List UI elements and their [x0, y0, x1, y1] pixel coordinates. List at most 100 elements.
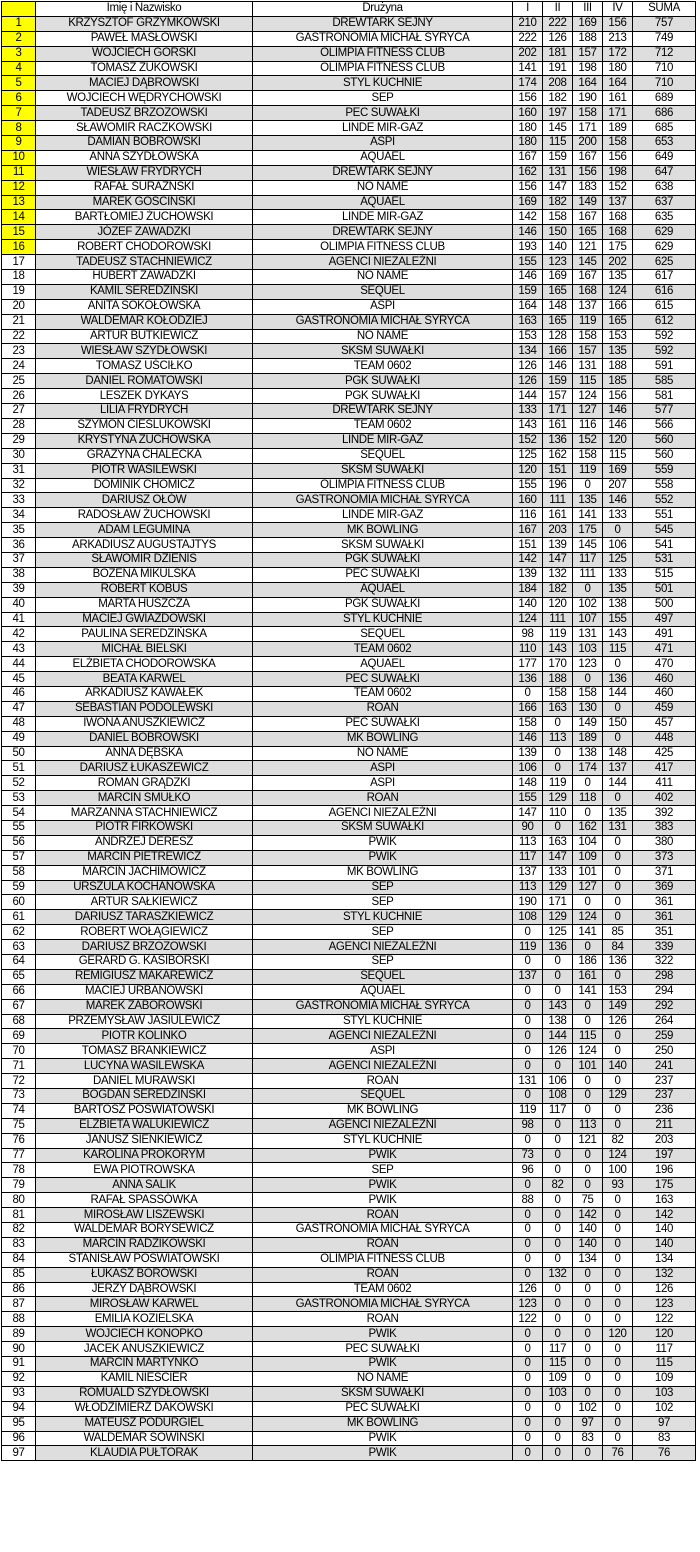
rank-cell: 82 [1, 1222, 36, 1238]
table-row: 79 ANNA SALIK PWIK 0 82 0 93 175 [1, 1177, 696, 1194]
sum-cell: 491 [632, 626, 696, 643]
round-3-cell: 0 [572, 1370, 603, 1387]
team-cell: SKSM SUWAŁKI [252, 819, 513, 836]
table-row: 84 STANISŁAW POŚWIATOWSKI OLIMPIA FITNESS … [1, 1251, 696, 1268]
sum-cell: 402 [632, 790, 696, 807]
round-3-cell: 101 [572, 864, 603, 881]
round-4-cell: 129 [602, 1088, 633, 1104]
round-2-cell: 103 [542, 1385, 573, 1402]
round-4-cell: 168 [602, 224, 633, 241]
name-cell: PAWEŁ MASŁOWSKI [35, 30, 253, 47]
round-4-cell: 120 [602, 432, 633, 449]
team-cell: LINDE MIR-GAZ [252, 432, 513, 449]
round-3-cell: 109 [572, 849, 603, 866]
round-4-cell: 135 [602, 581, 633, 598]
round-3-cell: 198 [572, 60, 603, 77]
round-3-cell: 127 [572, 403, 603, 419]
rank-cell: 83 [1, 1236, 36, 1253]
name-cell: MAREK ZABOROWSKI [35, 998, 253, 1015]
rank-cell: 34 [1, 507, 36, 524]
name-cell: WIESŁAW FRYDRYCH [35, 164, 253, 181]
rank-cell: 50 [1, 745, 36, 762]
sum-cell: 361 [632, 909, 696, 926]
round-4-cell: 175 [602, 239, 633, 256]
table-row: 64 GERARD G. KASIBORSKI SEP 0 0 186 136 322 [1, 954, 696, 970]
round-1-cell: 131 [512, 1073, 543, 1090]
name-cell: WŁODZIMIERZ DAKOWSKI [35, 1400, 253, 1417]
round-2-cell: 126 [542, 1043, 573, 1060]
team-cell: MK BOWLING [252, 730, 513, 747]
sum-cell: 123 [632, 1296, 696, 1313]
round-3-cell: 119 [572, 462, 603, 479]
table-row: 26 LESZEK DYKAYS PGK SUWAŁKI 144 157 124 156 58… [1, 388, 696, 405]
round-2-cell: 126 [542, 30, 573, 47]
sum-cell: 373 [632, 849, 696, 866]
table-row: 12 RAFAŁ SURAŻŃSKI NO NAME 156 147 183 152 638 [1, 179, 696, 196]
round-1-cell: 0 [512, 1266, 543, 1283]
rank-cell: 84 [1, 1251, 36, 1268]
rank-cell: 96 [1, 1430, 36, 1447]
round-4-cell: 0 [602, 1356, 633, 1372]
round-1-cell: 137 [512, 968, 543, 985]
round-3-cell: 0 [572, 1356, 603, 1372]
round-1-cell: 177 [512, 656, 543, 673]
round-2-cell: 0 [542, 983, 573, 1000]
round-1-cell: 0 [512, 1251, 543, 1268]
sum-cell: 566 [632, 417, 696, 434]
round-1-cell: 125 [512, 447, 543, 464]
header-round-3: III [572, 1, 603, 17]
team-cell: AGENCI NIEZALEŻNI [252, 1058, 513, 1075]
round-2-cell: 197 [542, 105, 573, 122]
round-2-cell: 181 [542, 45, 573, 62]
round-3-cell: 175 [572, 522, 603, 539]
round-1-cell: 0 [512, 1222, 543, 1238]
rank-cell: 19 [1, 283, 36, 300]
sum-cell: 500 [632, 596, 696, 613]
name-cell: WOJCIECH KONOPKO [35, 1326, 253, 1343]
round-4-cell: 0 [602, 790, 633, 807]
rank-cell: 91 [1, 1356, 36, 1372]
name-cell: RADOSŁAW ŻUCHOWSKI [35, 507, 253, 524]
round-2-cell: 0 [542, 1058, 573, 1075]
round-3-cell: 138 [572, 745, 603, 762]
round-2-cell: 165 [542, 313, 573, 330]
round-2-cell: 117 [542, 1102, 573, 1119]
round-1-cell: 0 [512, 1385, 543, 1402]
name-cell: ARTUR BUTKIEWICZ [35, 328, 253, 345]
name-cell: ARKADIUSZ KAWAŁEK [35, 685, 253, 702]
rank-cell: 39 [1, 581, 36, 598]
round-2-cell: 0 [542, 1117, 573, 1134]
round-2-cell: 132 [542, 566, 573, 583]
round-4-cell: 0 [602, 968, 633, 985]
round-4-cell: 0 [602, 1073, 633, 1090]
name-cell: ŁUKASZ BOROWSKI [35, 1266, 253, 1283]
round-4-cell: 120 [602, 1326, 633, 1343]
team-cell: AQUAEL [252, 194, 513, 211]
round-2-cell: 0 [542, 1400, 573, 1417]
sum-cell: 417 [632, 760, 696, 777]
round-1-cell: 113 [512, 879, 543, 896]
round-1-cell: 140 [512, 596, 543, 613]
team-cell: MK BOWLING [252, 522, 513, 539]
round-3-cell: 0 [572, 1266, 603, 1283]
sum-cell: 76 [632, 1445, 696, 1462]
round-3-cell: 101 [572, 1058, 603, 1075]
round-1-cell: 202 [512, 45, 543, 62]
round-1-cell: 167 [512, 522, 543, 539]
round-3-cell: 157 [572, 45, 603, 62]
table-row: 17 TADEUSZ STACHNIEWICZ AGENCI NIEZALEŻNI 1… [1, 254, 696, 271]
team-cell: MK BOWLING [252, 1102, 513, 1119]
round-2-cell: 119 [542, 626, 573, 643]
round-3-cell: 0 [572, 1281, 603, 1298]
round-3-cell: 174 [572, 760, 603, 777]
round-2-cell: 161 [542, 507, 573, 524]
table-row: 85 ŁUKASZ BOROWSKI ROAN 0 132 0 0 132 [1, 1266, 696, 1283]
table-row: 54 MARZANNA STACHNIEWICZ AGENCI NIEZALEŻNI… [1, 805, 696, 821]
round-1-cell: 126 [512, 1281, 543, 1298]
round-4-cell: 84 [602, 939, 633, 955]
table-row: 24 TOMASZ UŚCIŁKO TEAM 0602 126 146 131 188 591 [1, 358, 696, 375]
name-cell: MARTA HUSZCZA [35, 596, 253, 613]
team-cell: STYL KUCHNIE [252, 909, 513, 926]
round-3-cell: 0 [572, 939, 603, 955]
name-cell: WOJCIECH GÓRSKI [35, 45, 253, 62]
